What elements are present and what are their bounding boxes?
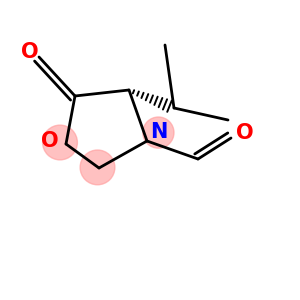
- Text: O: O: [21, 43, 39, 62]
- Circle shape: [143, 117, 174, 148]
- Circle shape: [80, 150, 115, 185]
- Text: O: O: [41, 131, 58, 151]
- Text: O: O: [236, 124, 253, 143]
- Text: N: N: [150, 122, 168, 142]
- Circle shape: [43, 125, 77, 160]
